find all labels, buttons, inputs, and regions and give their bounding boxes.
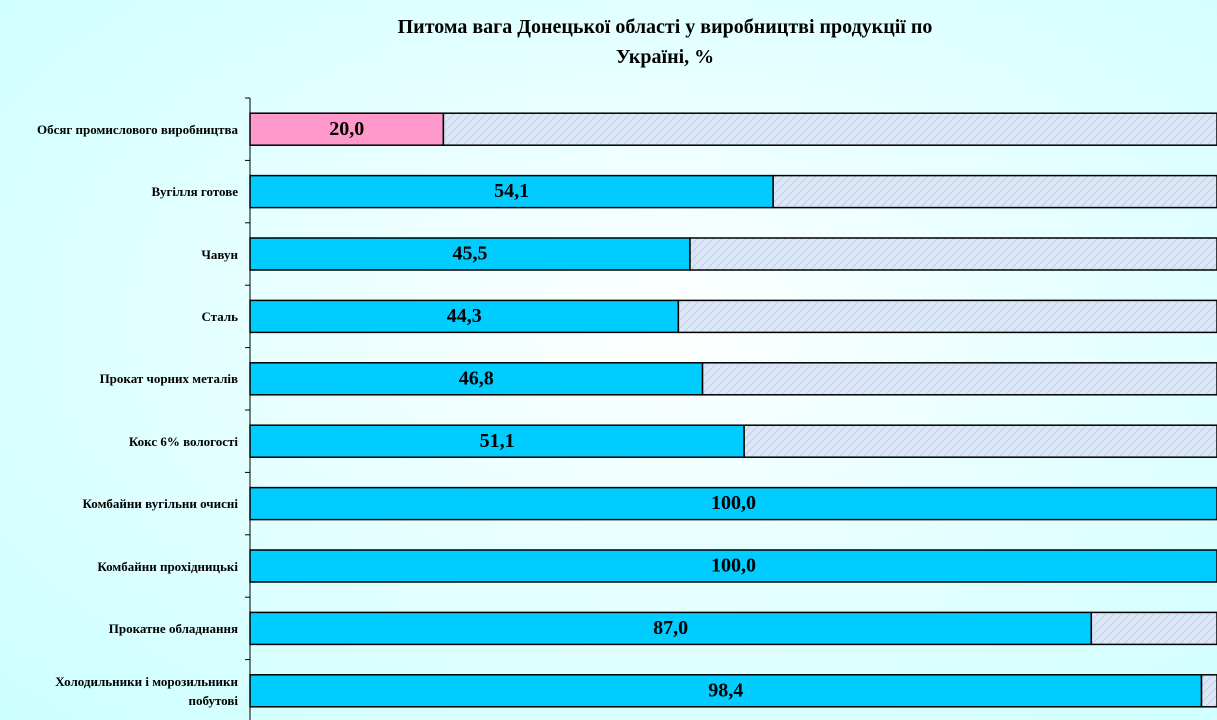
y-tick-label: Кокс 6% вологості xyxy=(128,433,238,449)
y-tick-label: Вугілля готове xyxy=(151,184,238,200)
bar xyxy=(249,611,1093,646)
y-tick-label: Обсяг промислового виробництва xyxy=(36,121,238,137)
y-tick-label: Прокатне обладнання xyxy=(108,620,238,636)
bar xyxy=(442,112,1217,146)
bar xyxy=(689,237,1217,271)
bar xyxy=(249,674,1203,708)
data-label: 100,0 xyxy=(711,555,756,577)
y-tick-label: Комбайни вугільни очисні xyxy=(82,496,238,512)
bar xyxy=(249,237,691,271)
data-label: 100,0 xyxy=(711,492,756,514)
y-tick-label: Чавун xyxy=(201,246,238,262)
data-label: 45,5 xyxy=(452,243,487,265)
chart-title: Питома вага Донецької області у виробниц… xyxy=(397,16,933,68)
bar xyxy=(249,299,680,334)
bar xyxy=(249,174,774,209)
y-tick-label: Прокат чорних металів xyxy=(99,371,238,387)
bar xyxy=(743,424,1217,458)
bar xyxy=(249,424,745,458)
y-tick-label: Холодильники і морозильники побутові xyxy=(55,673,238,708)
bar xyxy=(772,174,1217,209)
bar xyxy=(249,362,704,396)
bar xyxy=(701,362,1217,396)
data-label: 44,3 xyxy=(447,305,482,327)
bar xyxy=(1090,611,1217,646)
data-label: 51,1 xyxy=(480,430,515,452)
data-label: 54,1 xyxy=(494,180,529,202)
y-tick-label: Комбайни прохідницькі xyxy=(97,558,238,574)
data-label: 20,0 xyxy=(329,118,364,140)
bar xyxy=(249,486,1217,521)
bar xyxy=(249,112,445,146)
bar xyxy=(1200,674,1217,708)
bar xyxy=(249,549,1217,583)
data-label: 98,4 xyxy=(708,679,743,701)
data-label: 46,8 xyxy=(459,367,494,389)
bar xyxy=(677,299,1217,334)
y-tick-label: Сталь xyxy=(201,308,238,324)
data-label: 87,0 xyxy=(653,617,688,639)
